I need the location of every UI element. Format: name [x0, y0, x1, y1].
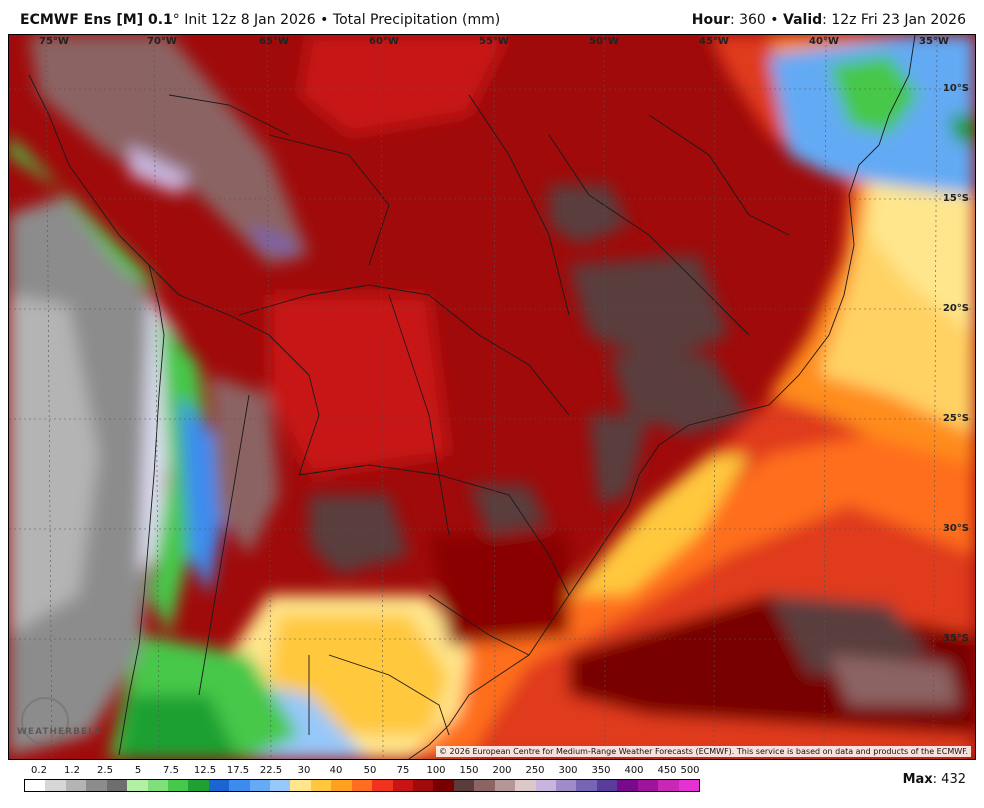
lon-label-35w: 35°W: [919, 36, 949, 47]
hour-label: Hour: [691, 12, 730, 28]
legend-label: 22.5: [259, 765, 283, 776]
legend-label: 400: [624, 765, 644, 776]
valid-label: Valid: [783, 12, 823, 28]
legend-swatch: [65, 780, 87, 791]
lat-label-35s: 35°S: [942, 633, 969, 644]
legend-swatch: [617, 780, 638, 791]
lon-label-60w: 60°W: [369, 36, 399, 47]
legend-swatch: [678, 780, 699, 791]
legend-swatch: [127, 780, 148, 791]
legend-swatch: [167, 780, 189, 791]
graticule: [9, 35, 975, 759]
legend-labels: 0.2 1.2 2.5 5 7.5 12.5 17.5 22.5 30 40 50 75 100 150 2…: [24, 765, 700, 779]
legend-label: 7.5: [163, 765, 179, 776]
lat-label-20s: 20°S: [942, 303, 969, 314]
legend-swatch: [372, 780, 393, 791]
legend-label: 5: [134, 765, 142, 776]
bullet-2: •: [765, 12, 784, 28]
max-label: Max: [902, 772, 933, 787]
map-canvas: [9, 35, 975, 759]
legend-swatch: [392, 780, 414, 791]
legend-swatch: [270, 780, 291, 791]
copyright-notice: © 2026 European Centre for Medium-Range …: [436, 746, 971, 757]
precipitation-map: 75°W 70°W 65°W 60°W 55°W 50°W 45°W 40°W …: [8, 34, 976, 760]
legend-swatch: [249, 780, 271, 791]
lat-label-15s: 15°S: [942, 193, 969, 204]
legend-swatch: [555, 780, 577, 791]
header-title: ECMWF Ens [M] 0.1° Init 12z 8 Jan 2026 •…: [20, 12, 500, 28]
legend-swatch: [106, 780, 128, 791]
valid-value: : 12z Fri 23 Jan 2026: [822, 12, 966, 28]
legend-swatch: [494, 780, 516, 791]
lon-label-45w: 45°W: [699, 36, 729, 47]
lon-label-50w: 50°W: [589, 36, 619, 47]
legend-swatch: [413, 780, 434, 791]
legend-label: 75: [396, 765, 410, 776]
field-name: Total Precipitation (mm): [332, 12, 501, 28]
max-value: Max: 432: [903, 772, 966, 787]
degree-sign: °: [172, 12, 180, 28]
legend-label: 1.2: [64, 765, 80, 776]
color-legend: 0.2 1.2 2.5 5 7.5 12.5 17.5 22.5 30 40 50 75 100 150 2…: [24, 765, 700, 795]
legend-swatch: [637, 780, 659, 791]
legend-swatch: [658, 780, 679, 791]
legend-swatch: [351, 780, 373, 791]
legend-swatch: [310, 780, 332, 791]
legend-swatch: [453, 780, 475, 791]
legend-swatch: [45, 780, 66, 791]
legend-label: 200: [492, 765, 512, 776]
model-name: ECMWF Ens [M] 0.1: [20, 12, 173, 28]
lon-label-65w: 65°W: [259, 36, 289, 47]
legend-swatch: [229, 780, 250, 791]
lon-label-75w: 75°W: [39, 36, 69, 47]
legend-swatch: [86, 780, 107, 791]
weatherbell-logo-icon: [21, 697, 69, 745]
legend-swatch: [208, 780, 230, 791]
legend-label: 150: [459, 765, 479, 776]
lat-label-30s: 30°S: [942, 523, 969, 534]
legend-swatch: [596, 780, 618, 791]
legend-swatch: [535, 780, 556, 791]
lat-label-10s: 10°S: [942, 83, 969, 94]
weatherbell-logo-text: WEATHERBELL: [17, 727, 102, 737]
legend-label: 12.5: [193, 765, 217, 776]
lon-label-55w: 55°W: [479, 36, 509, 47]
header: ECMWF Ens [M] 0.1° Init 12z 8 Jan 2026 •…: [0, 0, 984, 34]
legend-label: 250: [525, 765, 545, 776]
legend-label: 350: [591, 765, 611, 776]
legend-label: 450: [657, 765, 677, 776]
max-number: : 432: [932, 772, 966, 787]
bullet: •: [315, 12, 333, 28]
coastlines: [28, 35, 916, 759]
legend-swatch: [290, 780, 311, 791]
legend-label: 50: [363, 765, 377, 776]
lon-label-70w: 70°W: [147, 36, 177, 47]
hour-value: : 360: [729, 12, 766, 28]
legend-swatch: [147, 780, 168, 791]
lat-label-25s: 25°S: [942, 413, 969, 424]
legend-swatch: [188, 780, 209, 791]
legend-label: 500: [680, 765, 700, 776]
legend-color-bar: [24, 779, 700, 792]
legend-swatch: [331, 780, 352, 791]
legend-swatch: [515, 780, 536, 791]
legend-label: 40: [329, 765, 343, 776]
lon-label-40w: 40°W: [809, 36, 839, 47]
legend-label: 100: [426, 765, 446, 776]
legend-label: 17.5: [226, 765, 250, 776]
legend-label: 30: [297, 765, 311, 776]
init-time: Init 12z 8 Jan 2026: [179, 12, 316, 28]
legend-label: 0.2: [31, 765, 47, 776]
legend-swatch: [474, 780, 495, 791]
legend-label: 300: [558, 765, 578, 776]
header-valid: Hour: 360 • Valid: 12z Fri 23 Jan 2026: [692, 12, 966, 28]
legend-swatch: [576, 780, 597, 791]
legend-swatch: [25, 780, 46, 791]
legend-swatch: [433, 780, 454, 791]
legend-label: 2.5: [97, 765, 113, 776]
